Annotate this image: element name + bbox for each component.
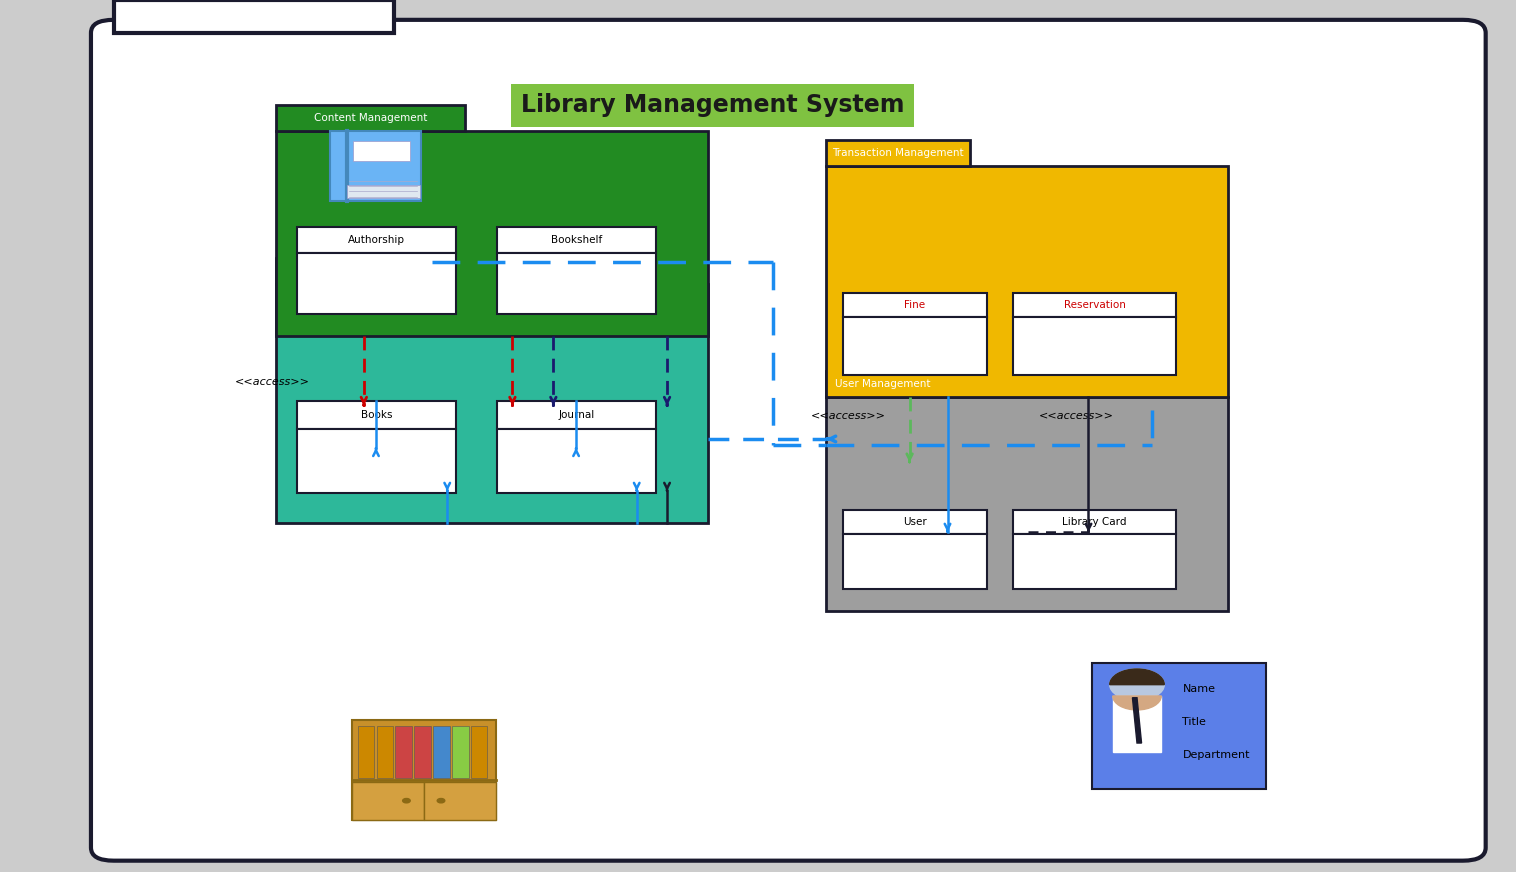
Bar	[376, 726, 393, 778]
Text: Transaction Management: Transaction Management	[832, 148, 964, 158]
Bar	[826, 140, 970, 167]
Text: Library Card: Library Card	[1063, 517, 1126, 528]
Bar	[1013, 534, 1176, 589]
Text: Name: Name	[1182, 684, 1216, 694]
Text: Reservation: Reservation	[1064, 300, 1125, 310]
Circle shape	[437, 799, 444, 803]
Bar	[347, 185, 420, 199]
Text: Department: Department	[1182, 750, 1251, 760]
Polygon shape	[1113, 696, 1161, 752]
Polygon shape	[1132, 698, 1142, 743]
Wedge shape	[1113, 696, 1161, 710]
Bar	[330, 132, 421, 201]
Circle shape	[403, 799, 411, 803]
Text: Content Management: Content Management	[314, 113, 428, 123]
Text: Core Entities: Core Entities	[318, 266, 385, 276]
Bar	[276, 284, 708, 523]
Text: User: User	[904, 517, 926, 528]
Text: Fine: Fine	[905, 300, 925, 310]
Bar	[297, 429, 456, 493]
Bar	[826, 167, 1228, 397]
Bar	[434, 726, 450, 778]
Text: <<access>>: <<access>>	[811, 412, 885, 421]
Bar	[826, 397, 1228, 610]
Bar	[297, 254, 456, 314]
Bar	[114, 0, 394, 33]
Text: Library Management System: Library Management System	[522, 93, 904, 117]
Bar	[352, 781, 424, 820]
Text: Title: Title	[1182, 717, 1207, 727]
Wedge shape	[1110, 669, 1164, 685]
Bar	[1013, 317, 1176, 375]
Text: Books: Books	[361, 410, 393, 420]
Bar	[414, 726, 431, 778]
Bar	[497, 254, 656, 314]
Bar	[1013, 510, 1176, 534]
Bar	[497, 401, 656, 429]
Bar	[497, 429, 656, 493]
Bar	[1013, 293, 1176, 317]
Bar	[471, 726, 488, 778]
Bar	[1092, 663, 1266, 789]
Bar	[297, 228, 456, 254]
Bar	[276, 258, 428, 284]
Bar	[352, 719, 496, 820]
Bar	[843, 534, 987, 589]
FancyBboxPatch shape	[91, 20, 1486, 861]
Bar	[424, 781, 496, 820]
Bar	[843, 510, 987, 534]
Text: User Management: User Management	[835, 379, 931, 389]
Bar	[452, 726, 468, 778]
Bar	[843, 293, 987, 317]
Text: Authorship: Authorship	[349, 235, 405, 245]
Bar	[843, 317, 987, 375]
Bar	[358, 726, 374, 778]
Bar	[297, 401, 456, 429]
Bar	[276, 132, 708, 336]
Text: <<access>>: <<access>>	[1038, 412, 1113, 421]
Text: Journal: Journal	[559, 410, 594, 420]
Bar	[276, 106, 465, 132]
Text: <<access>>: <<access>>	[235, 378, 309, 387]
Circle shape	[1110, 669, 1164, 700]
Bar	[353, 141, 409, 160]
Text: Bookshelf: Bookshelf	[552, 235, 602, 245]
Bar	[396, 726, 412, 778]
Bar	[826, 371, 940, 397]
Bar	[497, 228, 656, 254]
